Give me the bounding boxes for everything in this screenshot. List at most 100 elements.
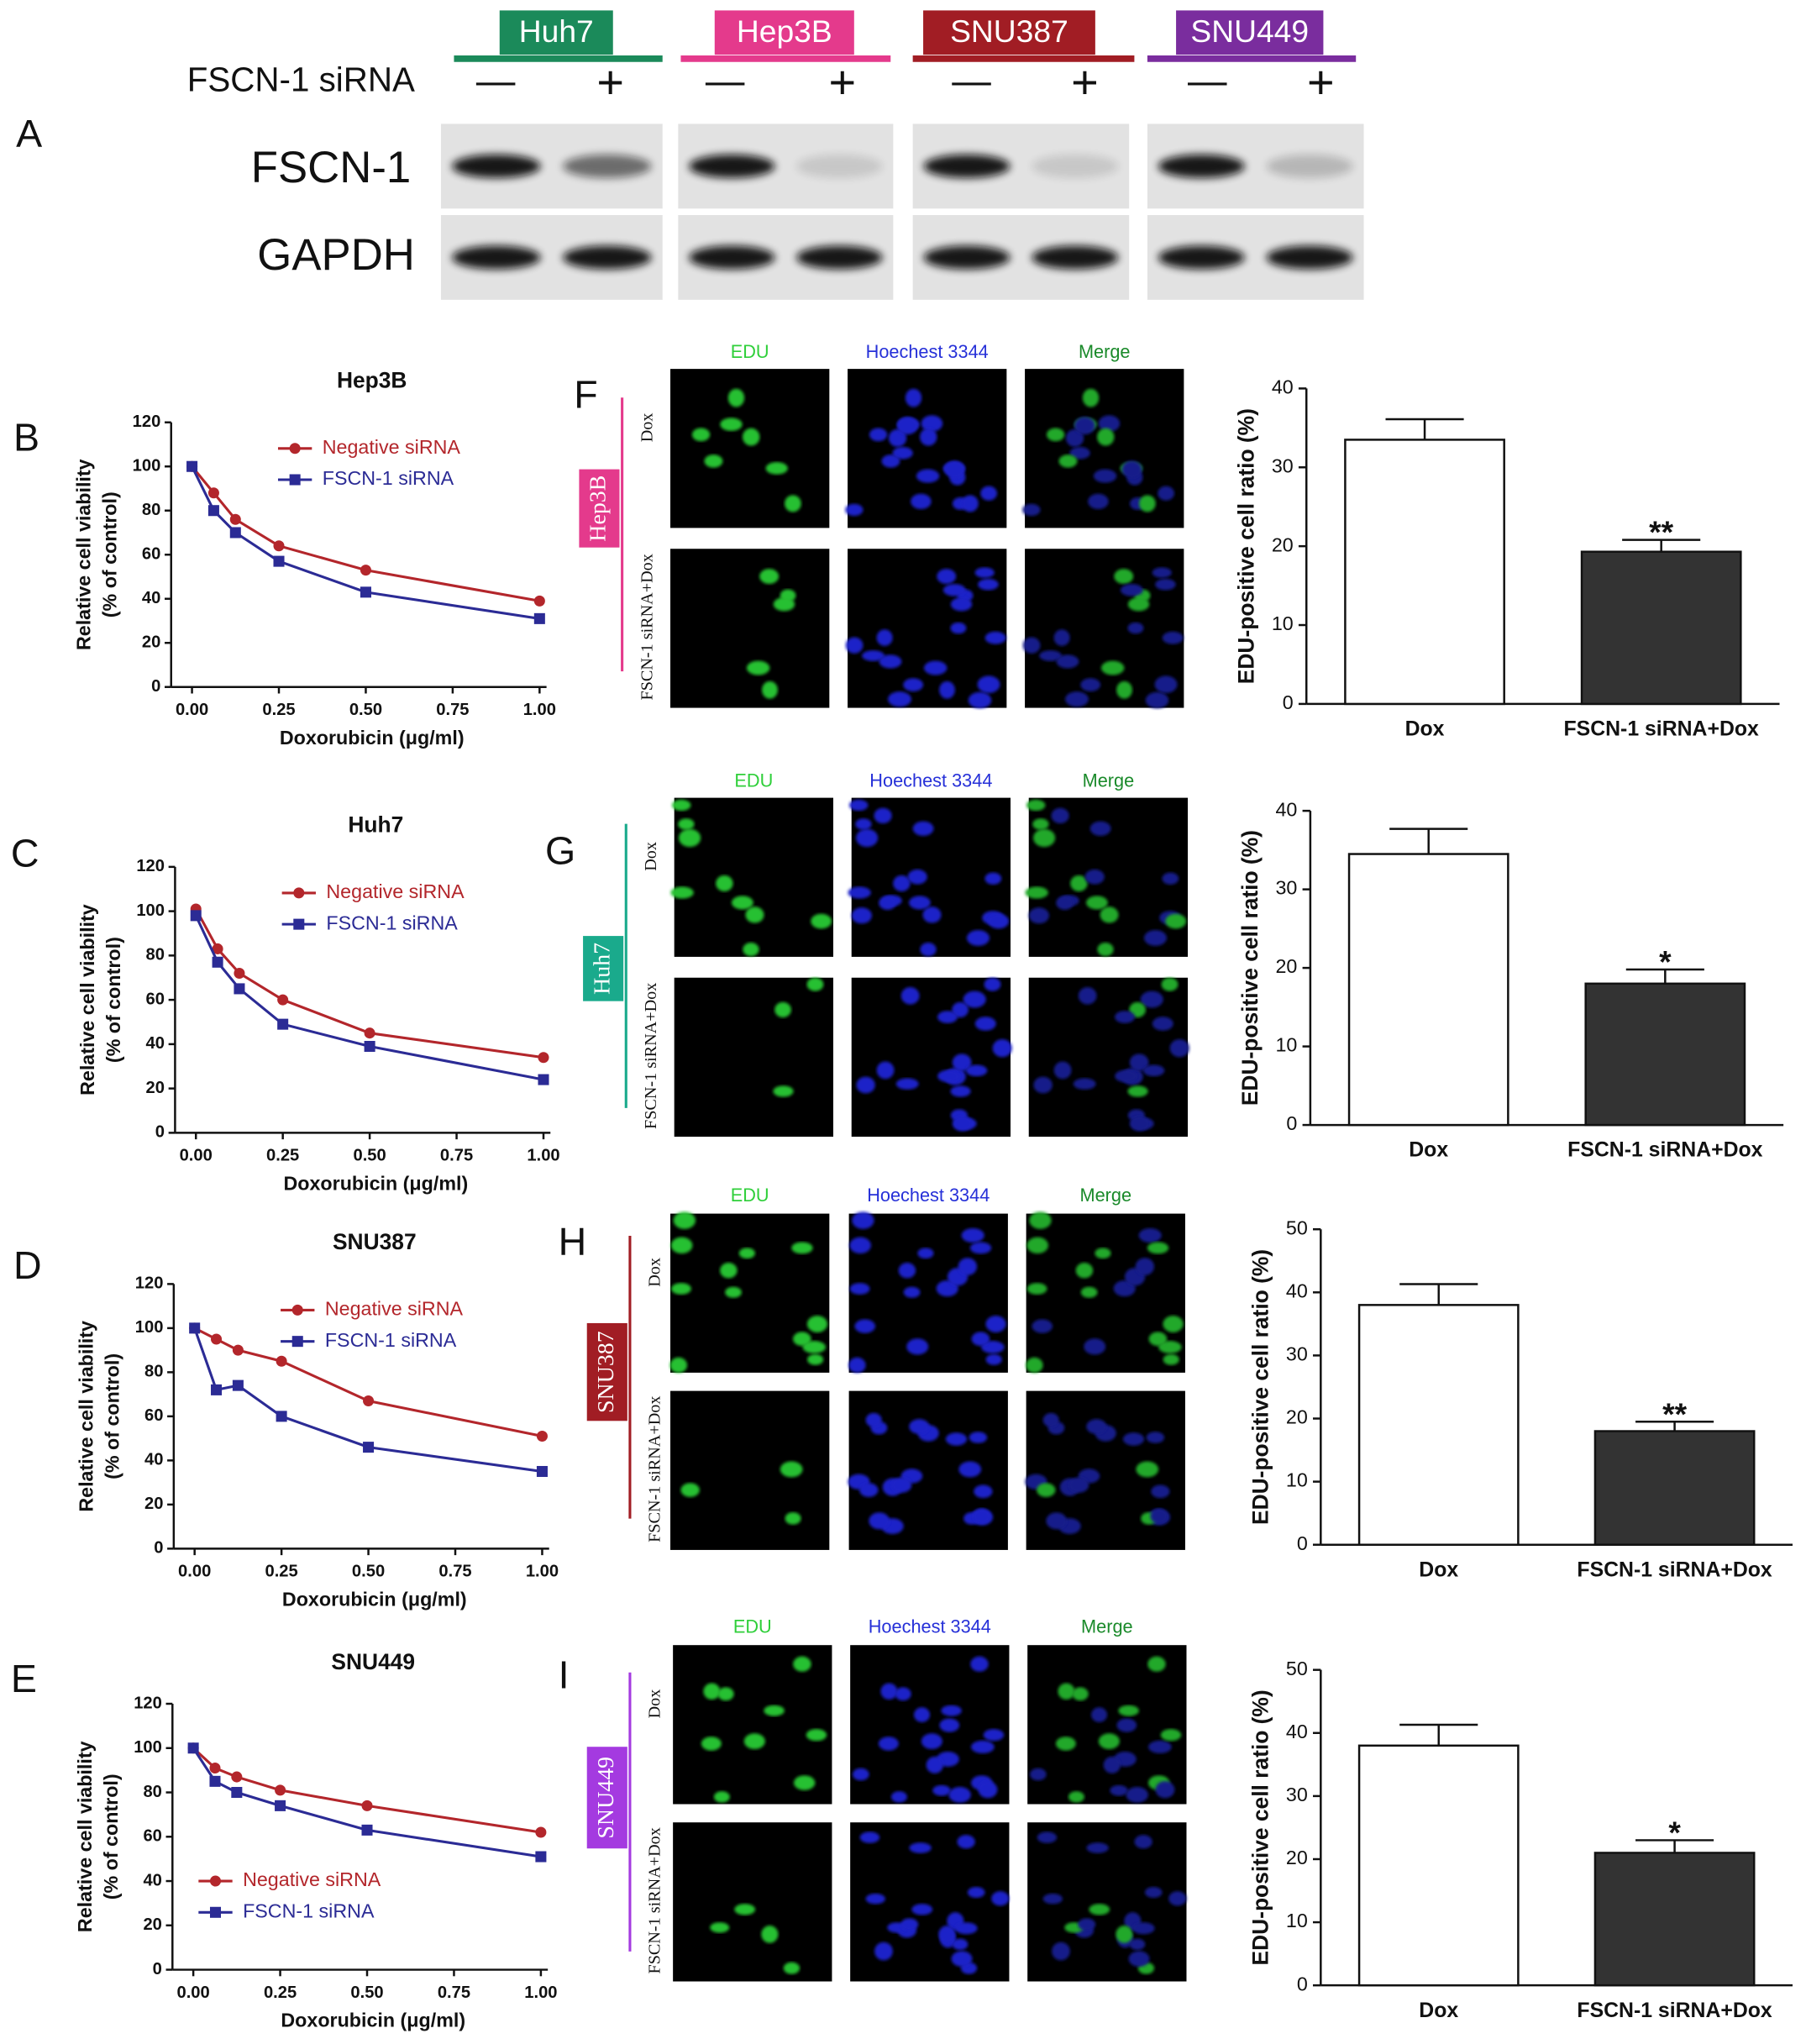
bar	[1344, 439, 1505, 706]
nucleus	[1072, 1687, 1089, 1701]
row-label: FSCN-1 siRNA	[187, 60, 415, 98]
y-tick-label: 20	[1275, 955, 1297, 977]
nucleus	[678, 818, 695, 830]
y-tick-label: 40	[1286, 1721, 1308, 1742]
nucleus	[774, 1001, 791, 1018]
y-tick-label: 10	[1286, 1910, 1308, 1931]
nucleus	[1162, 872, 1179, 885]
nucleus	[921, 1733, 942, 1750]
nucleus	[992, 1038, 1012, 1058]
cell-line-label: Huh7	[589, 943, 615, 995]
nucleus	[717, 1687, 734, 1701]
nucleus	[977, 675, 1000, 694]
nucleus	[743, 1733, 765, 1750]
series-line	[192, 1747, 542, 1834]
channel-label: Hoechest 3344	[869, 770, 992, 791]
nucleus	[713, 1791, 730, 1803]
x-axis-label: Doxorubicin (μg/ml)	[282, 1589, 467, 1611]
cell-line-label: SNU387	[593, 1331, 619, 1413]
blot-band	[796, 245, 883, 270]
condition-label: Dox	[638, 413, 656, 443]
point	[207, 505, 219, 517]
point	[277, 1018, 289, 1030]
nucleus	[793, 1332, 811, 1347]
y-tick-label: 20	[142, 633, 160, 652]
blot-band	[796, 154, 883, 178]
nucleus	[1160, 1729, 1182, 1742]
cell-line-box	[586, 1322, 627, 1421]
nucleus	[1115, 1069, 1137, 1083]
x-tick-label: 0.00	[177, 1984, 210, 2002]
blot-band	[1158, 154, 1245, 178]
cell-line-box	[923, 10, 1095, 55]
x-tick-label: 0.75	[438, 1563, 471, 1581]
y-tick-label: 40	[1275, 798, 1297, 820]
nucleus	[673, 1211, 696, 1229]
nucleus	[939, 680, 955, 699]
series-line	[191, 465, 540, 602]
nucleus	[1080, 1286, 1098, 1298]
point	[277, 994, 289, 1006]
nucleus	[1080, 678, 1101, 691]
panel-letter: D	[13, 1243, 42, 1287]
nucleus	[1082, 388, 1100, 407]
cell-line-label: SNU449	[593, 1757, 619, 1839]
nucleus	[1158, 486, 1175, 501]
y-tick-label: 80	[146, 946, 165, 964]
nucleus	[1032, 818, 1049, 830]
nucleus	[950, 1085, 971, 1097]
nucleus	[958, 1461, 982, 1478]
nucleus	[983, 1729, 1005, 1742]
condition-label: FSCN-1 siRNA+Dox	[638, 554, 656, 700]
nucleus	[908, 896, 931, 910]
point	[536, 1465, 548, 1478]
y-tick-label: 80	[142, 501, 160, 519]
nucleus	[1097, 428, 1115, 446]
cell-line-box	[583, 936, 624, 1001]
nucleus	[670, 1237, 693, 1254]
x-tick-label: 0.75	[436, 701, 469, 719]
nucleus	[923, 660, 948, 675]
blot-band	[689, 154, 775, 178]
nucleus	[1135, 1258, 1155, 1276]
nucleus	[974, 1017, 996, 1031]
point	[229, 513, 241, 525]
cell-line-label: SNU449	[1190, 13, 1309, 49]
cell-line-label: SNU387	[950, 13, 1068, 49]
nucleus	[963, 990, 986, 1008]
nucleus	[973, 1508, 991, 1524]
series-line	[194, 915, 544, 1081]
point	[361, 1824, 373, 1836]
y-tick-label: 100	[136, 901, 165, 920]
significance: *	[1668, 1815, 1681, 1850]
channel-label: Hoechest 3344	[867, 1185, 990, 1206]
x-tick-label: 0.25	[266, 1147, 299, 1165]
nucleus	[783, 1962, 801, 1974]
channel-label: Merge	[1080, 1185, 1132, 1206]
y-tick-label: 20	[144, 1495, 163, 1513]
treatment-sign: —	[476, 59, 516, 102]
cell-line-box	[579, 469, 620, 548]
nucleus	[680, 1483, 700, 1497]
point	[533, 595, 545, 607]
treatment-sign: —	[706, 59, 745, 102]
point	[364, 1027, 375, 1039]
nucleus	[1068, 1477, 1089, 1493]
y-tick-label: 100	[134, 1738, 162, 1757]
nucleus	[974, 567, 995, 578]
nucleus	[785, 495, 801, 512]
nucleus	[1089, 821, 1111, 836]
nucleus	[806, 1316, 828, 1332]
y-tick-label: 60	[146, 990, 165, 1008]
series-line	[194, 908, 544, 1059]
nucleus	[1089, 1904, 1110, 1915]
nucleus	[669, 1357, 688, 1374]
nucleus	[1127, 597, 1150, 612]
channel-label: Merge	[1081, 1616, 1133, 1637]
x-tick-label: Dox	[1419, 1558, 1458, 1581]
point	[231, 1787, 243, 1799]
point	[273, 540, 285, 552]
x-tick-label: Dox	[1409, 1139, 1448, 1162]
y-tick-label: 20	[1272, 533, 1294, 555]
nucleus	[704, 455, 723, 468]
